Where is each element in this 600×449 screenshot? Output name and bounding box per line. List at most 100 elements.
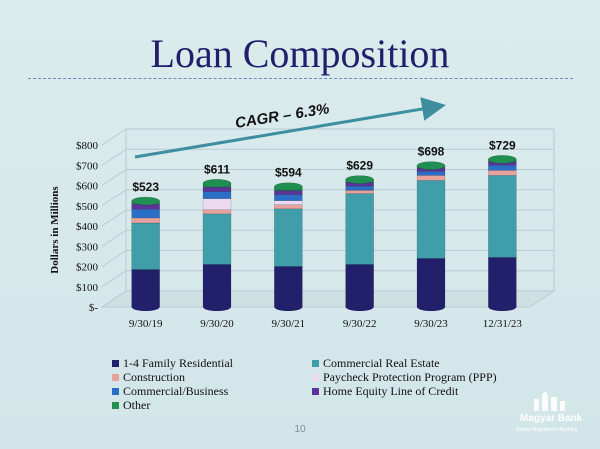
slide-title: Loan Composition [150,31,450,76]
bar-segment-1-4-family-residential [131,269,160,308]
total-label: $523 [132,180,159,194]
legend-item-1-4-family-residential: 1-4 Family Residential [112,356,233,371]
gridline-side [101,169,127,186]
bar-segment-commercial-business [274,194,303,201]
gridline-side [101,189,127,207]
bar-segment-commercial-business [202,191,232,199]
bar-base [131,303,160,311]
bar-top-cap [345,175,374,184]
bar-segment-paycheck-protection-program-ppp [274,200,303,205]
y-tick-label: $- [89,302,99,314]
bar-base [203,303,231,311]
gridline-side [101,290,127,308]
total-label: $594 [275,166,302,180]
bar-segment-construction [131,217,160,224]
gridline-side [101,209,127,227]
bar-base [274,303,303,311]
bar-top-cap [416,161,446,170]
bar-segment-construction [488,170,517,176]
chart-floor [100,290,556,308]
gridline-side [101,270,127,288]
bar-segment-home-equity-line-of-credit [202,186,232,192]
gridline-side [101,229,127,247]
logo-tagline: Simply Magnificent Banking [516,427,578,433]
bar-segment-construction [416,175,446,181]
bar-segment-commercial-real-estate [488,175,517,258]
legend-label: Other [123,398,151,412]
legend-label: Commercial/Business [123,384,229,398]
legend-label: Commercial Real Estate [323,356,440,370]
bar-segment-construction [202,209,232,215]
gridline-side [101,128,127,146]
bar-segment-commercial-business [488,165,517,171]
logo-name: Magyar Bank [520,413,583,424]
legend-swatch [312,360,319,367]
bar-segment-commercial-business [345,185,374,191]
y-axis-label: Dollars in Millions [49,186,61,274]
bar-segment-commercial-real-estate [345,193,374,265]
legend-swatch [112,388,119,395]
y-tick-label: $300 [76,241,99,253]
bar-top-cap [202,179,232,188]
x-tick-label: 9/30/21 [272,318,306,330]
legend-label: Construction [123,370,185,384]
x-tick-label: 9/30/22 [343,318,377,330]
legend-swatch [312,388,319,395]
cagr-arrow [134,97,446,159]
total-label: $698 [418,145,445,159]
legend-label: 1-4 Family Residential [123,356,233,370]
legend-item-commercial-business: Commercial/Business [112,384,228,399]
bar-segment-construction [274,204,303,210]
bar-segment-1-4-family-residential [488,257,517,308]
bank-building-icon [534,391,565,411]
bar-base [488,303,517,311]
bar-segment-1-4-family-residential [345,264,374,308]
bar-segment-commercial-business [131,208,160,219]
x-tick-label: 12/31/23 [483,318,523,330]
y-tick-label: $700 [76,160,99,172]
legend-label: Paycheck Protection Program (PPP) [323,370,497,384]
total-label: $629 [346,159,373,173]
x-tick-label: 9/30/23 [414,318,448,330]
bar-segment-commercial-real-estate [416,180,446,259]
bank-logo: Magyar Bank Simply Magnificent Banking [512,391,592,441]
bar-segment-commercial-real-estate [274,208,303,267]
legend-item-construction: Construction [112,370,185,385]
y-tick-label: $400 [76,221,99,233]
page-number: 10 [294,424,306,435]
bar-segment-1-4-family-residential [416,258,446,308]
bar-top-cap [131,196,160,206]
x-tick-label: 9/30/20 [200,318,234,330]
legend-swatch [112,374,119,381]
legend-swatch [112,402,119,409]
loan-composition-chart: $- $100 $200 $300 $400 $500 $600 $700 $800 Dollar… [49,97,556,330]
total-label: $611 [204,162,230,176]
legend-item-other: Other [112,398,150,413]
bar-segment-commercial-real-estate [131,222,160,270]
bar-segment-1-4-family-residential [274,266,303,308]
y-tick-label: $200 [76,262,99,274]
bar-segment-home-equity-line-of-credit [274,190,303,195]
y-tick-label: $100 [76,282,99,294]
title-divider [28,78,573,79]
bar-top-cap [274,182,303,191]
bar-segment-1-4-family-residential [202,264,232,308]
legend-item-paycheck-protection-program-ppp: Paycheck Protection Program (PPP) [312,370,497,385]
bar-segment-construction [345,190,374,194]
y-tick-label: $800 [76,140,99,152]
y-tick-label: $500 [76,201,99,213]
x-tick-label: 9/30/19 [129,318,163,330]
gridline-side [101,250,127,267]
legend-item-commercial-real-estate: Commercial Real Estate [312,356,440,371]
legend-swatch [112,360,119,367]
bar-segment-commercial-real-estate [202,213,232,265]
total-label: $729 [489,138,516,152]
y-tick-label: $600 [76,181,99,193]
bar-base [345,303,374,311]
legend-label: Home Equity Line of Credit [323,384,459,398]
legend-item-home-equity-line-of-credit: Home Equity Line of Credit [312,384,458,399]
bar-segment-paycheck-protection-program-ppp [202,198,232,211]
gridline-side [101,148,127,166]
bar-top-cap [488,155,517,164]
